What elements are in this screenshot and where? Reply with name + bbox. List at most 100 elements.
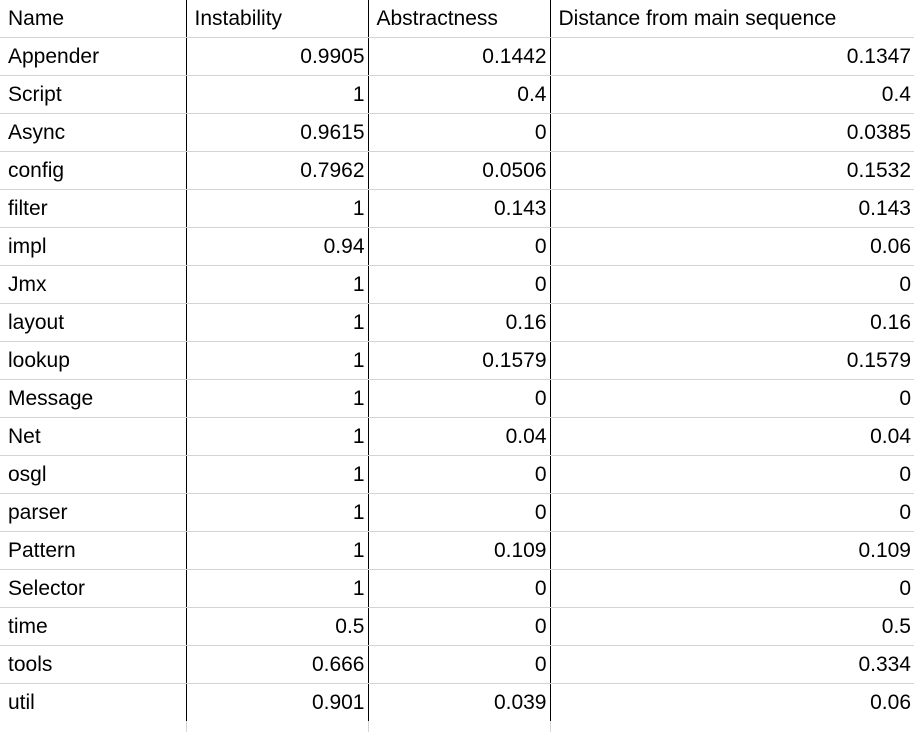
distance-cell[interactable]: 0.04 (550, 417, 914, 456)
instability-cell[interactable]: 1 (186, 531, 369, 570)
instability-cell[interactable]: 0.5 (186, 607, 369, 646)
distance-cell[interactable]: 0.1347 (550, 37, 914, 76)
distance-cell[interactable]: 0.1532 (550, 151, 914, 190)
instability-cell[interactable]: 1 (186, 417, 369, 456)
name-cell[interactable]: filter (0, 189, 187, 228)
distance-cell[interactable]: 0 (550, 569, 914, 608)
abstractness-cell[interactable]: 0.1442 (368, 37, 551, 76)
distance-cell[interactable]: 0 (550, 455, 914, 494)
instability-cell[interactable]: 1 (186, 455, 369, 494)
grid-line (368, 721, 369, 732)
table-row: layout 1 0.16 0.16 (0, 303, 914, 342)
table-row: Jmx 1 0 0 (0, 265, 914, 304)
abstractness-cell[interactable]: 0 (368, 493, 551, 532)
instability-cell[interactable]: 0.9905 (186, 37, 369, 76)
instability-cell[interactable]: 1 (186, 189, 369, 228)
distance-cell[interactable]: 0.334 (550, 645, 914, 684)
abstractness-cell[interactable]: 0.039 (368, 683, 551, 722)
instability-cell[interactable]: 1 (186, 341, 369, 380)
header-cell-abstractness[interactable]: Abstractness (368, 0, 551, 38)
table-row: Async 0.9615 0 0.0385 (0, 113, 914, 152)
table-row: impl 0.94 0 0.06 (0, 227, 914, 266)
distance-cell[interactable]: 0 (550, 265, 914, 304)
abstractness-cell[interactable]: 0.0506 (368, 151, 551, 190)
table-row: osgl 1 0 0 (0, 455, 914, 494)
instability-cell[interactable]: 0.7962 (186, 151, 369, 190)
name-cell[interactable]: Jmx (0, 265, 187, 304)
name-cell[interactable]: Script (0, 75, 187, 114)
table-body: Appender 0.9905 0.1442 0.1347 Script 1 0.4 0.4 A… (0, 37, 914, 722)
table-row: filter 1 0.143 0.143 (0, 189, 914, 228)
abstractness-cell[interactable]: 0.1579 (368, 341, 551, 380)
distance-cell[interactable]: 0 (550, 493, 914, 532)
header-cell-instability[interactable]: Instability (186, 0, 369, 38)
distance-cell[interactable]: 0.5 (550, 607, 914, 646)
instability-cell[interactable]: 0.94 (186, 227, 369, 266)
name-cell[interactable]: Appender (0, 37, 187, 76)
table-row: Message 1 0 0 (0, 379, 914, 418)
distance-cell[interactable]: 0.109 (550, 531, 914, 570)
instability-cell[interactable]: 0.9615 (186, 113, 369, 152)
name-cell[interactable]: Pattern (0, 531, 187, 570)
table-row: parser 1 0 0 (0, 493, 914, 532)
distance-cell[interactable]: 0.16 (550, 303, 914, 342)
abstractness-cell[interactable]: 0 (368, 265, 551, 304)
name-cell[interactable]: config (0, 151, 187, 190)
abstractness-cell[interactable]: 0 (368, 645, 551, 684)
abstractness-cell[interactable]: 0 (368, 455, 551, 494)
table-row: Appender 0.9905 0.1442 0.1347 (0, 37, 914, 76)
table-row: tools 0.666 0 0.334 (0, 645, 914, 684)
table-row: time 0.5 0 0.5 (0, 607, 914, 646)
distance-cell[interactable]: 0.06 (550, 683, 914, 722)
grid-line (186, 721, 187, 732)
abstractness-cell[interactable]: 0 (368, 113, 551, 152)
instability-cell[interactable]: 1 (186, 569, 369, 608)
name-cell[interactable]: Selector (0, 569, 187, 608)
abstractness-cell[interactable]: 0.109 (368, 531, 551, 570)
distance-cell[interactable]: 0.0385 (550, 113, 914, 152)
instability-cell[interactable]: 0.666 (186, 645, 369, 684)
name-cell[interactable]: tools (0, 645, 187, 684)
abstractness-cell[interactable]: 0.4 (368, 75, 551, 114)
name-cell[interactable]: Message (0, 379, 187, 418)
distance-cell[interactable]: 0 (550, 379, 914, 418)
table-row: Net 1 0.04 0.04 (0, 417, 914, 456)
header-cell-name[interactable]: Name (0, 0, 187, 38)
abstractness-cell[interactable]: 0.04 (368, 417, 551, 456)
name-cell[interactable]: osgl (0, 455, 187, 494)
name-cell[interactable]: layout (0, 303, 187, 342)
header-cell-distance[interactable]: Distance from main sequence (550, 0, 914, 38)
name-cell[interactable]: parser (0, 493, 187, 532)
abstractness-cell[interactable]: 0 (368, 607, 551, 646)
name-cell[interactable]: Net (0, 417, 187, 456)
instability-cell[interactable]: 1 (186, 303, 369, 342)
instability-cell[interactable]: 1 (186, 379, 369, 418)
name-cell[interactable]: time (0, 607, 187, 646)
abstractness-cell[interactable]: 0 (368, 569, 551, 608)
table-row: Pattern 1 0.109 0.109 (0, 531, 914, 570)
distance-cell[interactable]: 0.06 (550, 227, 914, 266)
distance-cell[interactable]: 0.1579 (550, 341, 914, 380)
instability-cell[interactable]: 1 (186, 493, 369, 532)
abstractness-cell[interactable]: 0.16 (368, 303, 551, 342)
distance-cell[interactable]: 0.143 (550, 189, 914, 228)
name-cell[interactable]: util (0, 683, 187, 722)
abstractness-cell[interactable]: 0 (368, 379, 551, 418)
table-row: config 0.7962 0.0506 0.1532 (0, 151, 914, 190)
empty-grid-strip (0, 721, 914, 732)
name-cell[interactable]: lookup (0, 341, 187, 380)
instability-cell[interactable]: 0.901 (186, 683, 369, 722)
table-row: util 0.901 0.039 0.06 (0, 683, 914, 722)
name-cell[interactable]: impl (0, 227, 187, 266)
instability-cell[interactable]: 1 (186, 75, 369, 114)
table-row: Selector 1 0 0 (0, 569, 914, 608)
table-row: lookup 1 0.1579 0.1579 (0, 341, 914, 380)
distance-cell[interactable]: 0.4 (550, 75, 914, 114)
abstractness-cell[interactable]: 0 (368, 227, 551, 266)
instability-cell[interactable]: 1 (186, 265, 369, 304)
table-row: Script 1 0.4 0.4 (0, 75, 914, 114)
abstractness-cell[interactable]: 0.143 (368, 189, 551, 228)
name-cell[interactable]: Async (0, 113, 187, 152)
